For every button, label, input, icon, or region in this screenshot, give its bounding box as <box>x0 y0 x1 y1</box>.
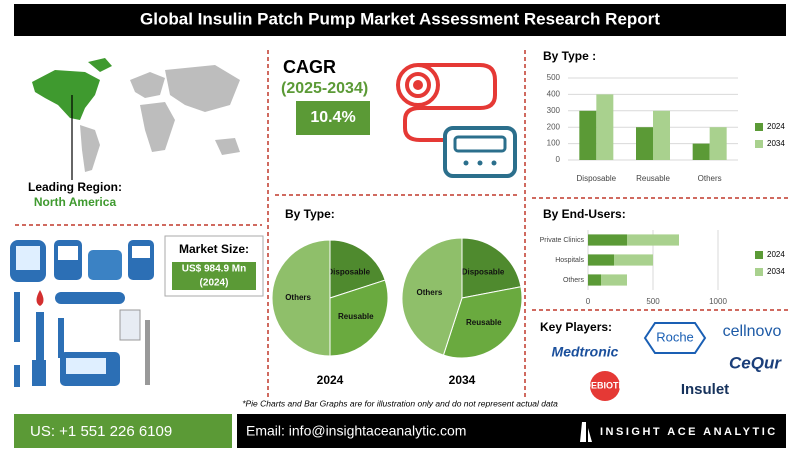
chart-title: By Type: <box>285 207 335 221</box>
region-label: Leading Region: <box>28 180 122 194</box>
pie-slice <box>401 237 463 356</box>
device-icons <box>10 240 154 387</box>
brand-icon <box>580 422 592 442</box>
bar <box>627 234 679 246</box>
bar <box>588 254 614 266</box>
x-tick-label: 1000 <box>709 297 727 306</box>
pie-label: Others <box>417 288 443 297</box>
chart-title: By Type : <box>543 49 596 63</box>
market-size-label: Market Size: <box>179 242 249 256</box>
y-tick-label: 200 <box>547 122 561 131</box>
legend-swatch <box>755 123 763 131</box>
pie-year: 2034 <box>449 373 476 387</box>
email-box <box>237 414 786 448</box>
x-tick-label: 500 <box>646 297 660 306</box>
cagr-value: 10.4% <box>310 109 355 126</box>
y-tick-label: 500 <box>547 73 561 82</box>
market-size-year: (2024) <box>200 278 229 289</box>
category-label: Reusable <box>636 174 670 183</box>
bar <box>579 110 597 160</box>
pie-label: Reusable <box>338 312 374 321</box>
cagr-label: CAGR <box>283 57 336 77</box>
legend-swatch <box>755 268 763 276</box>
chart-title: By End-Users: <box>543 207 626 221</box>
bar <box>709 127 727 160</box>
pie-slice <box>271 239 331 357</box>
legend-label: 2034 <box>767 139 785 148</box>
bar <box>636 127 653 160</box>
bar <box>596 94 614 160</box>
phone: US: +1 551 226 6109 <box>30 423 172 440</box>
key-player: Medtronic <box>552 344 619 360</box>
bar <box>588 274 601 286</box>
y-tick-label: 400 <box>547 90 561 99</box>
pie-slice <box>461 237 522 299</box>
legend-swatch <box>755 251 763 259</box>
category-label: Private Clinics <box>540 237 585 244</box>
bar <box>653 110 670 160</box>
email: Email: info@insightaceanalytic.com <box>246 423 466 439</box>
pie-slice <box>442 286 523 359</box>
key-players-title: Key Players: <box>540 320 612 334</box>
y-tick-label: 0 <box>556 155 561 164</box>
logo-frame <box>590 371 620 401</box>
legend-label: 2034 <box>767 267 785 276</box>
bar <box>601 274 627 286</box>
y-tick-label: 100 <box>547 139 561 148</box>
pie-year: 2024 <box>317 373 344 387</box>
pie-label: Others <box>285 293 311 302</box>
category-label: Others <box>698 174 722 183</box>
legend-label: 2024 <box>767 122 785 131</box>
pie-label: Reusable <box>466 318 502 327</box>
title: Global Insulin Patch Pump Market Assessm… <box>140 9 660 28</box>
market-size-value: US$ 984.9 Mn <box>182 264 246 275</box>
key-player: cellnovo <box>723 323 782 340</box>
category-label: Disposable <box>577 174 617 183</box>
pie-label: Disposable <box>327 267 370 276</box>
key-player: Roche <box>656 329 694 344</box>
region-value: North America <box>34 195 117 209</box>
category-label: Others <box>563 277 585 284</box>
key-player: DEBIOTECH <box>584 380 637 390</box>
cagr-box <box>296 101 370 135</box>
note: *Pie Charts and Bar Graphs are for illus… <box>242 398 558 408</box>
key-player: CeQur <box>729 353 782 372</box>
world-map <box>32 58 240 180</box>
bar <box>614 254 653 266</box>
bar <box>692 143 710 160</box>
cagr-period: (2025-2034) <box>281 80 368 97</box>
logo-frame <box>643 322 707 354</box>
header-bar <box>14 4 786 36</box>
bar <box>588 234 627 246</box>
key-player: Insulet <box>681 381 729 398</box>
brand: INSIGHT ACE ANALYTIC <box>600 426 778 438</box>
market-size-value-box <box>172 262 256 290</box>
y-tick-label: 300 <box>547 106 561 115</box>
x-tick-label: 0 <box>586 297 591 306</box>
phone-box <box>14 414 232 448</box>
pump-icon <box>396 63 517 178</box>
pie-label: Disposable <box>462 268 505 277</box>
pie-slice <box>329 239 386 299</box>
legend-label: 2024 <box>767 250 785 259</box>
legend-swatch <box>755 140 763 148</box>
pie-slice <box>329 279 389 357</box>
category-label: Hospitals <box>555 257 584 264</box>
